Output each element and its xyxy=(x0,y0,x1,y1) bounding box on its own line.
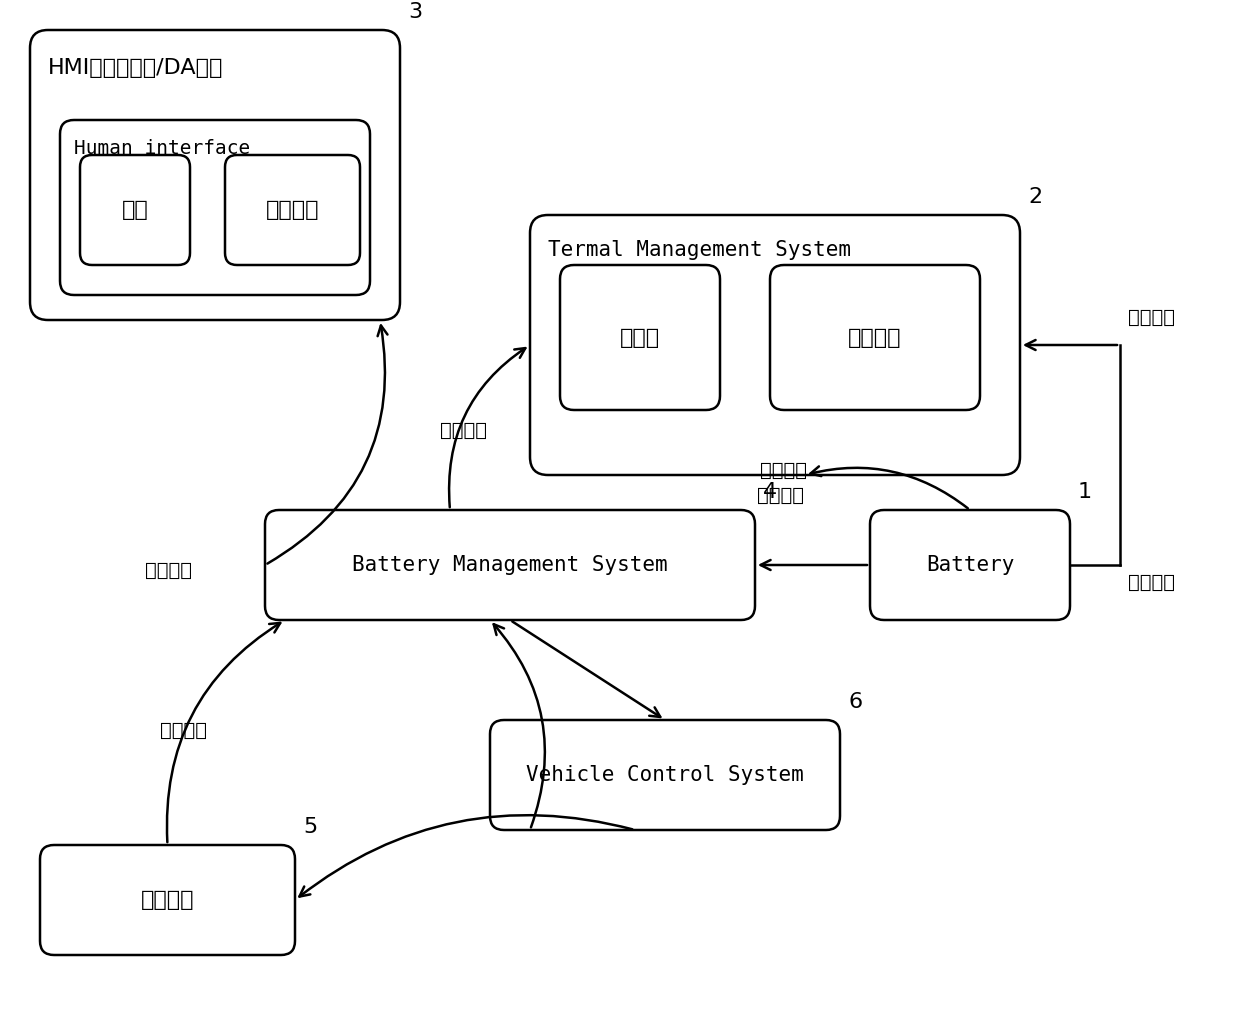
Text: 加热控制: 加热控制 xyxy=(1128,573,1176,592)
Text: 导航系统: 导航系统 xyxy=(141,890,195,910)
Text: 6: 6 xyxy=(848,692,862,712)
Text: 弹窗: 弹窗 xyxy=(122,200,149,220)
Text: 用户入口: 用户入口 xyxy=(145,561,192,580)
Text: 3: 3 xyxy=(408,2,422,22)
FancyBboxPatch shape xyxy=(770,265,980,410)
FancyBboxPatch shape xyxy=(81,155,190,265)
Text: Battery Management System: Battery Management System xyxy=(352,556,668,575)
FancyBboxPatch shape xyxy=(60,120,370,295)
FancyBboxPatch shape xyxy=(560,265,720,410)
Text: HMI系统（仪表/DA等）: HMI系统（仪表/DA等） xyxy=(48,58,223,78)
Text: 4: 4 xyxy=(763,482,777,502)
Text: 加热回路: 加热回路 xyxy=(1128,308,1176,327)
Text: 虚拟开关: 虚拟开关 xyxy=(265,200,319,220)
Text: 整车控制: 整车控制 xyxy=(756,486,804,505)
Text: 5: 5 xyxy=(303,817,317,837)
Text: 2: 2 xyxy=(1028,187,1042,207)
Text: Vehicle Control System: Vehicle Control System xyxy=(526,765,804,785)
Text: 预热请求: 预热请求 xyxy=(440,420,487,439)
FancyBboxPatch shape xyxy=(870,510,1070,620)
Text: Termal Management System: Termal Management System xyxy=(548,240,851,260)
Text: Human interface: Human interface xyxy=(74,138,250,158)
Text: 导航信息: 导航信息 xyxy=(160,720,207,739)
FancyBboxPatch shape xyxy=(40,845,295,955)
FancyBboxPatch shape xyxy=(30,30,401,320)
FancyBboxPatch shape xyxy=(490,720,839,830)
Text: 1: 1 xyxy=(1078,482,1092,502)
Text: Battery: Battery xyxy=(926,556,1014,575)
FancyBboxPatch shape xyxy=(529,215,1021,475)
Text: 电池信息: 电池信息 xyxy=(760,461,807,480)
FancyBboxPatch shape xyxy=(224,155,360,265)
Text: 电阻丝: 电阻丝 xyxy=(620,327,660,347)
Text: 电机余热: 电机余热 xyxy=(848,327,901,347)
FancyBboxPatch shape xyxy=(265,510,755,620)
